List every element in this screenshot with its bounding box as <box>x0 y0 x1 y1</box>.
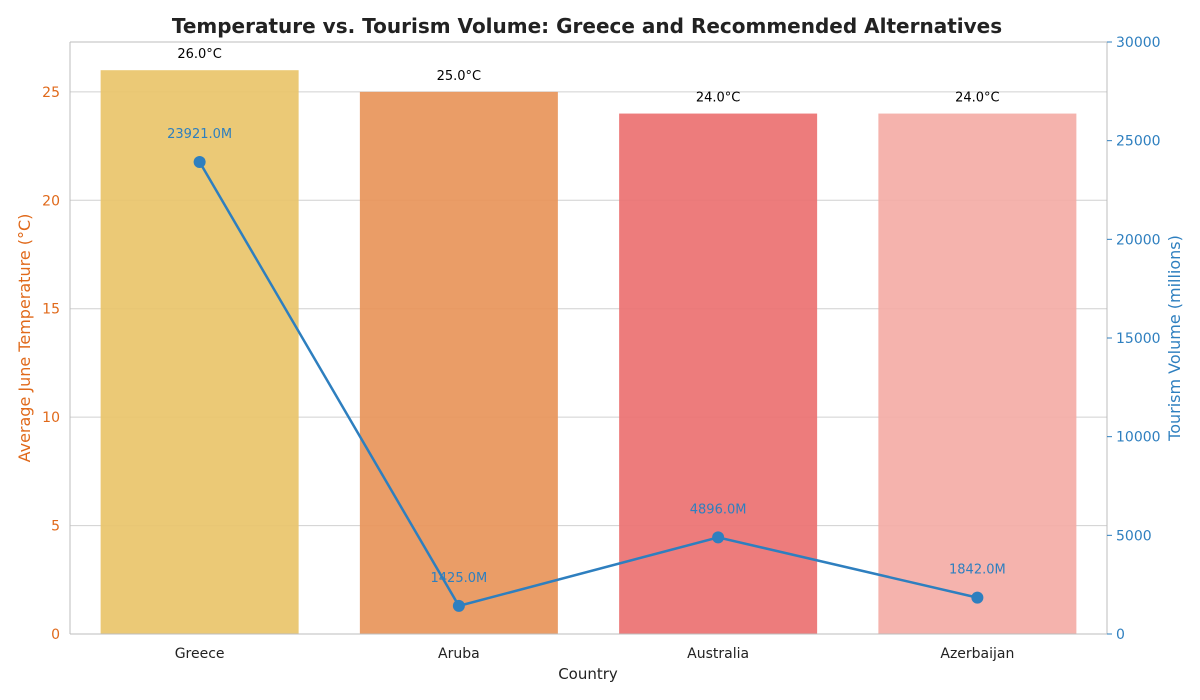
line-data-label: 4896.0M <box>690 502 747 517</box>
y-left-tick-label: 0 <box>51 627 60 643</box>
y-left-tick-label: 10 <box>42 410 60 426</box>
y-left-tick-label: 5 <box>51 519 60 535</box>
y-right-tick-label: 0 <box>1116 627 1125 643</box>
line-series: 23921.0M 1425.0M 4896.0M 1842.0M <box>167 127 1006 612</box>
y-right-tick-label: 25000 <box>1116 134 1161 150</box>
chart-title: Temperature vs. Tourism Volume: Greece a… <box>172 14 1002 38</box>
line-data-label: 1842.0M <box>949 563 1006 578</box>
bar <box>619 113 818 635</box>
y-left-tick-label: 15 <box>42 302 60 318</box>
line-data-label: 23921.0M <box>167 127 232 142</box>
bar-data-label: 24.0°C <box>955 91 1000 106</box>
bar-series: 26.0°C 25.0°C 24.0°C 24.0°C <box>100 47 1077 635</box>
x-axis-label: Country <box>558 665 618 683</box>
y-right-tick-label: 10000 <box>1116 430 1161 446</box>
axis-ticks: 0 5 10 15 20 25 0 5000 10000 15000 20000 25000 30000… <box>42 35 1160 662</box>
line-point <box>712 531 725 544</box>
y-axis-left-label: Average June Temperature (°C) <box>15 214 34 463</box>
bar-data-label: 26.0°C <box>177 47 222 62</box>
bar <box>359 91 558 634</box>
y-right-tick-label: 15000 <box>1116 331 1161 347</box>
bar <box>878 113 1077 635</box>
line-point <box>452 599 465 612</box>
bar-data-label: 24.0°C <box>696 91 741 106</box>
y-left-tick-label: 20 <box>42 193 60 209</box>
y-left-tick-label: 25 <box>42 85 60 101</box>
tourism-line <box>198 161 978 608</box>
y-right-tick-label: 5000 <box>1116 528 1152 544</box>
bar <box>100 70 299 634</box>
y-right-tick-label: 20000 <box>1116 232 1161 248</box>
y-axis-right-label: Tourism Volume (millions) <box>1165 235 1184 442</box>
line-point <box>193 155 206 168</box>
x-tick-label: Australia <box>687 646 749 662</box>
x-tick-label: Greece <box>175 646 225 662</box>
x-tick-label: Aruba <box>438 646 480 662</box>
y-right-tick-label: 30000 <box>1116 35 1161 51</box>
x-tick-label: Azerbaijan <box>940 646 1014 662</box>
line-point <box>971 591 984 604</box>
line-data-label: 1425.0M <box>431 571 488 586</box>
bar-data-label: 25.0°C <box>437 69 482 84</box>
